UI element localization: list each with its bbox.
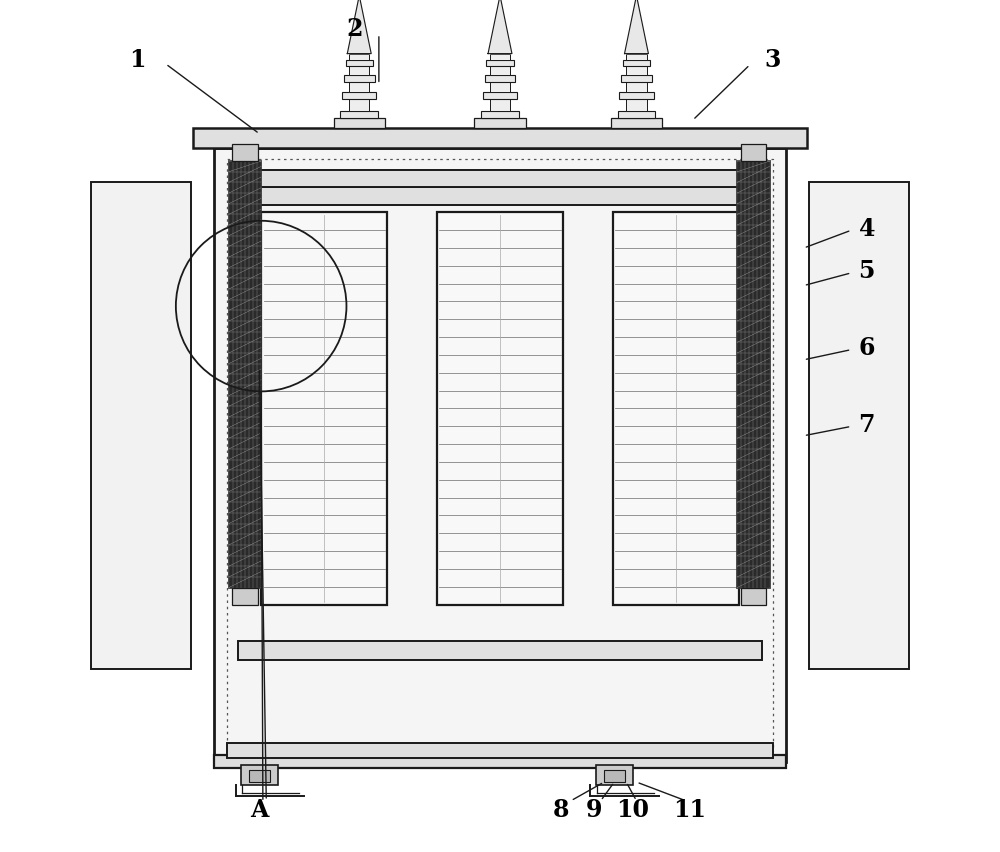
Bar	[193, 129, 807, 149]
Text: 1: 1	[129, 48, 146, 72]
Bar	[227, 743, 773, 758]
Bar	[349, 100, 369, 112]
Polygon shape	[488, 0, 512, 55]
Text: 5: 5	[859, 259, 875, 283]
Text: 2: 2	[347, 17, 363, 41]
Bar	[214, 149, 786, 763]
Bar	[232, 588, 258, 605]
Bar	[483, 93, 517, 100]
Text: 9: 9	[586, 797, 602, 821]
Bar	[261, 213, 387, 605]
Bar	[596, 765, 633, 786]
Bar	[613, 213, 739, 605]
Text: 7: 7	[859, 412, 875, 436]
Bar	[623, 61, 650, 67]
Bar	[241, 765, 278, 786]
Text: A: A	[250, 797, 269, 821]
Bar	[249, 770, 270, 782]
Text: 8: 8	[553, 797, 570, 821]
Bar	[349, 83, 369, 93]
Bar	[229, 162, 261, 588]
Bar	[344, 76, 375, 83]
Bar	[232, 145, 258, 162]
Bar	[474, 119, 526, 129]
Bar	[214, 755, 786, 769]
Text: 3: 3	[765, 48, 781, 72]
Bar	[619, 93, 654, 100]
Bar	[238, 170, 762, 187]
Polygon shape	[625, 0, 648, 55]
Bar	[490, 67, 510, 76]
Text: 6: 6	[859, 336, 875, 360]
Bar	[621, 76, 652, 83]
Bar	[346, 61, 373, 67]
Bar	[604, 770, 625, 782]
Bar	[809, 183, 909, 669]
Bar	[490, 55, 510, 61]
Bar	[437, 213, 563, 605]
Bar	[626, 55, 647, 61]
Text: 10: 10	[616, 797, 649, 821]
Bar	[227, 160, 773, 751]
Bar	[238, 642, 762, 660]
Bar	[618, 112, 655, 119]
Bar	[349, 55, 369, 61]
Bar	[486, 61, 514, 67]
Bar	[626, 67, 647, 76]
Bar	[91, 183, 191, 669]
Bar	[741, 145, 766, 162]
Bar	[490, 100, 510, 112]
Bar	[238, 187, 762, 206]
Bar	[485, 76, 515, 83]
Bar	[741, 588, 766, 605]
Bar	[340, 112, 378, 119]
Bar	[490, 83, 510, 93]
Text: 11: 11	[673, 797, 706, 821]
Bar	[626, 83, 647, 93]
Bar	[737, 162, 770, 588]
Bar	[481, 112, 519, 119]
Bar	[349, 67, 369, 76]
Bar	[334, 119, 385, 129]
Text: 4: 4	[859, 216, 875, 240]
Polygon shape	[347, 0, 371, 55]
Bar	[626, 100, 647, 112]
Bar	[342, 93, 376, 100]
Bar	[611, 119, 662, 129]
